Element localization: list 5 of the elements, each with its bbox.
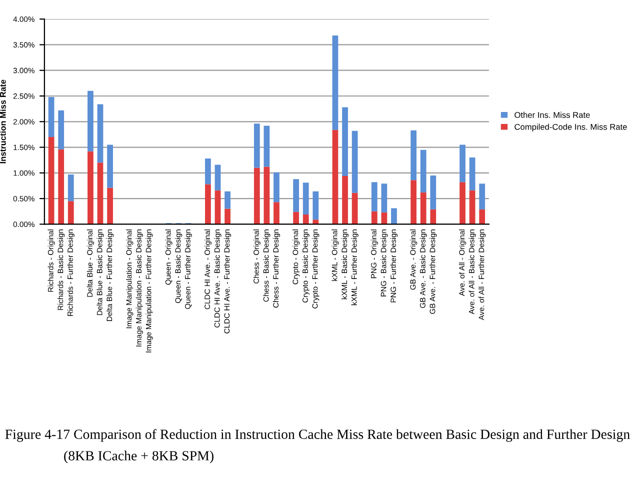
- caption: Figure 4-17 Comparison of Reduction in Instruction Cache Miss Rate between Basic Design and Further Design: [5, 429, 630, 442]
- y-axis-title: Instruction Miss Rate: [0, 80, 6, 164]
- legend-label: Other Ins. Miss Rate: [514, 112, 590, 118]
- legend-label: Compiled-Code Ins. Miss Rate: [514, 124, 627, 132]
- text: (8KB ICache + 8KB SPM): [64, 450, 214, 464]
